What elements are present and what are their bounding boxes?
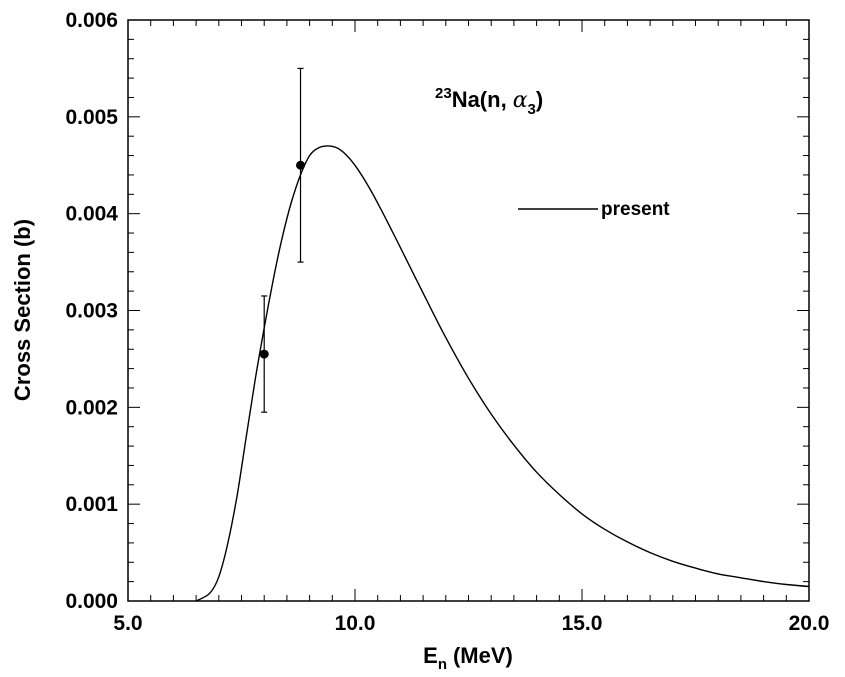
x-axis-title-sub: n (438, 656, 447, 673)
x-tick-label: 5.0 (113, 612, 142, 635)
reaction-particle-sub: 3 (528, 101, 536, 118)
x-axis-title: En (MeV) (423, 643, 513, 673)
tick-labels: 5.0 10.0 15.0 20.0 0.000 0.001 0.002 0.003 0.004… (65, 9, 829, 635)
x-tick-label: 20.0 (789, 612, 830, 635)
y-tick-label: 0.005 (65, 106, 118, 129)
data-point (296, 160, 306, 170)
x-tick-label: 15.0 (562, 612, 603, 635)
series-layer (195, 67, 810, 602)
y-axis-title: Cross Section (b) (10, 219, 35, 401)
series-line-present (195, 145, 810, 602)
x-axis-title-unit: (MeV) (453, 643, 513, 668)
y-tick-label: 0.004 (65, 203, 118, 226)
y-tick-label: 0.001 (65, 493, 118, 516)
y-tick-label: 0.006 (65, 9, 118, 32)
reaction-label: 23Na(n, α3) (435, 85, 543, 118)
legend: present (518, 199, 670, 220)
legend-label-present: present (601, 199, 670, 220)
y-tick-label: 0.002 (65, 396, 118, 419)
x-axis-title-main: E (423, 643, 438, 668)
data-point (259, 349, 269, 359)
y-tick-label: 0.003 (65, 300, 118, 323)
y-tick-label: 0.000 (65, 590, 118, 613)
reaction-mass-number: 23 (435, 85, 452, 102)
x-tick-label: 10.0 (335, 612, 376, 635)
reaction-close: ) (536, 87, 543, 112)
reaction-element: Na(n, (452, 87, 507, 112)
reaction-particle: α (513, 88, 528, 113)
axis-ticks (127, 19, 810, 602)
